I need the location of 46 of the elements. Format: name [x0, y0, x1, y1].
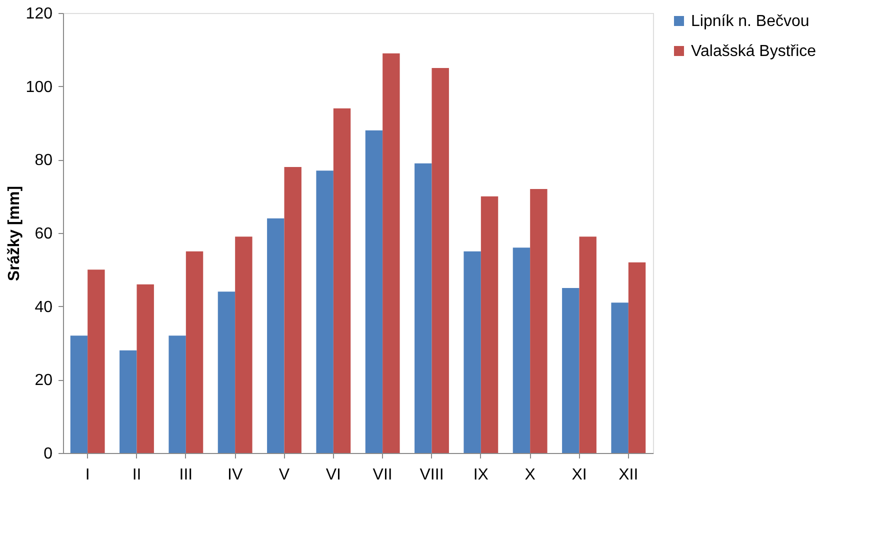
bar [562, 288, 580, 453]
x-tick-label: III [179, 466, 193, 484]
bar [218, 292, 236, 453]
bar [284, 167, 302, 453]
x-tick-label: II [132, 466, 142, 484]
x-tick-label: VII [372, 466, 392, 484]
bar [88, 270, 105, 453]
bar [70, 336, 88, 453]
bar [530, 189, 548, 453]
bar [267, 218, 284, 453]
bar [432, 68, 449, 453]
x-tick-label: IX [473, 466, 489, 484]
bar [186, 251, 204, 453]
y-tick-label: 60 [34, 226, 53, 242]
bar [414, 163, 432, 453]
y-tick-label: 80 [34, 152, 53, 170]
y-tick-label: 0 [44, 446, 53, 462]
y-tick-label: 100 [26, 78, 53, 96]
x-tick-label: I [85, 466, 90, 484]
bar [136, 284, 154, 453]
bar [382, 53, 400, 453]
bar [168, 336, 186, 453]
x-tick-label: VI [326, 466, 341, 484]
bar [579, 236, 596, 453]
bar [611, 302, 628, 453]
bar [628, 262, 646, 453]
bar [316, 170, 334, 453]
x-tick-label: XI [572, 466, 587, 484]
bar [120, 350, 137, 453]
legend-label: Lipník n. Bečvou [691, 13, 810, 30]
bar [464, 251, 481, 453]
x-tick-label: VIII [420, 466, 444, 484]
bar [365, 130, 383, 453]
y-tick-label: 20 [34, 372, 53, 390]
y-axis-title: Srážky [mm] [6, 186, 23, 282]
bar [480, 196, 498, 453]
x-tick-label: X [524, 466, 536, 484]
bar [512, 248, 530, 453]
bar [333, 108, 351, 453]
x-tick-label: XII [618, 466, 638, 484]
x-tick-label: IV [228, 466, 243, 484]
y-tick-label: 120 [26, 6, 53, 22]
x-tick-label: V [278, 466, 290, 484]
legend-label: Valašská Bystřice [691, 43, 816, 60]
bar [235, 236, 252, 453]
y-tick-label: 40 [34, 298, 53, 316]
